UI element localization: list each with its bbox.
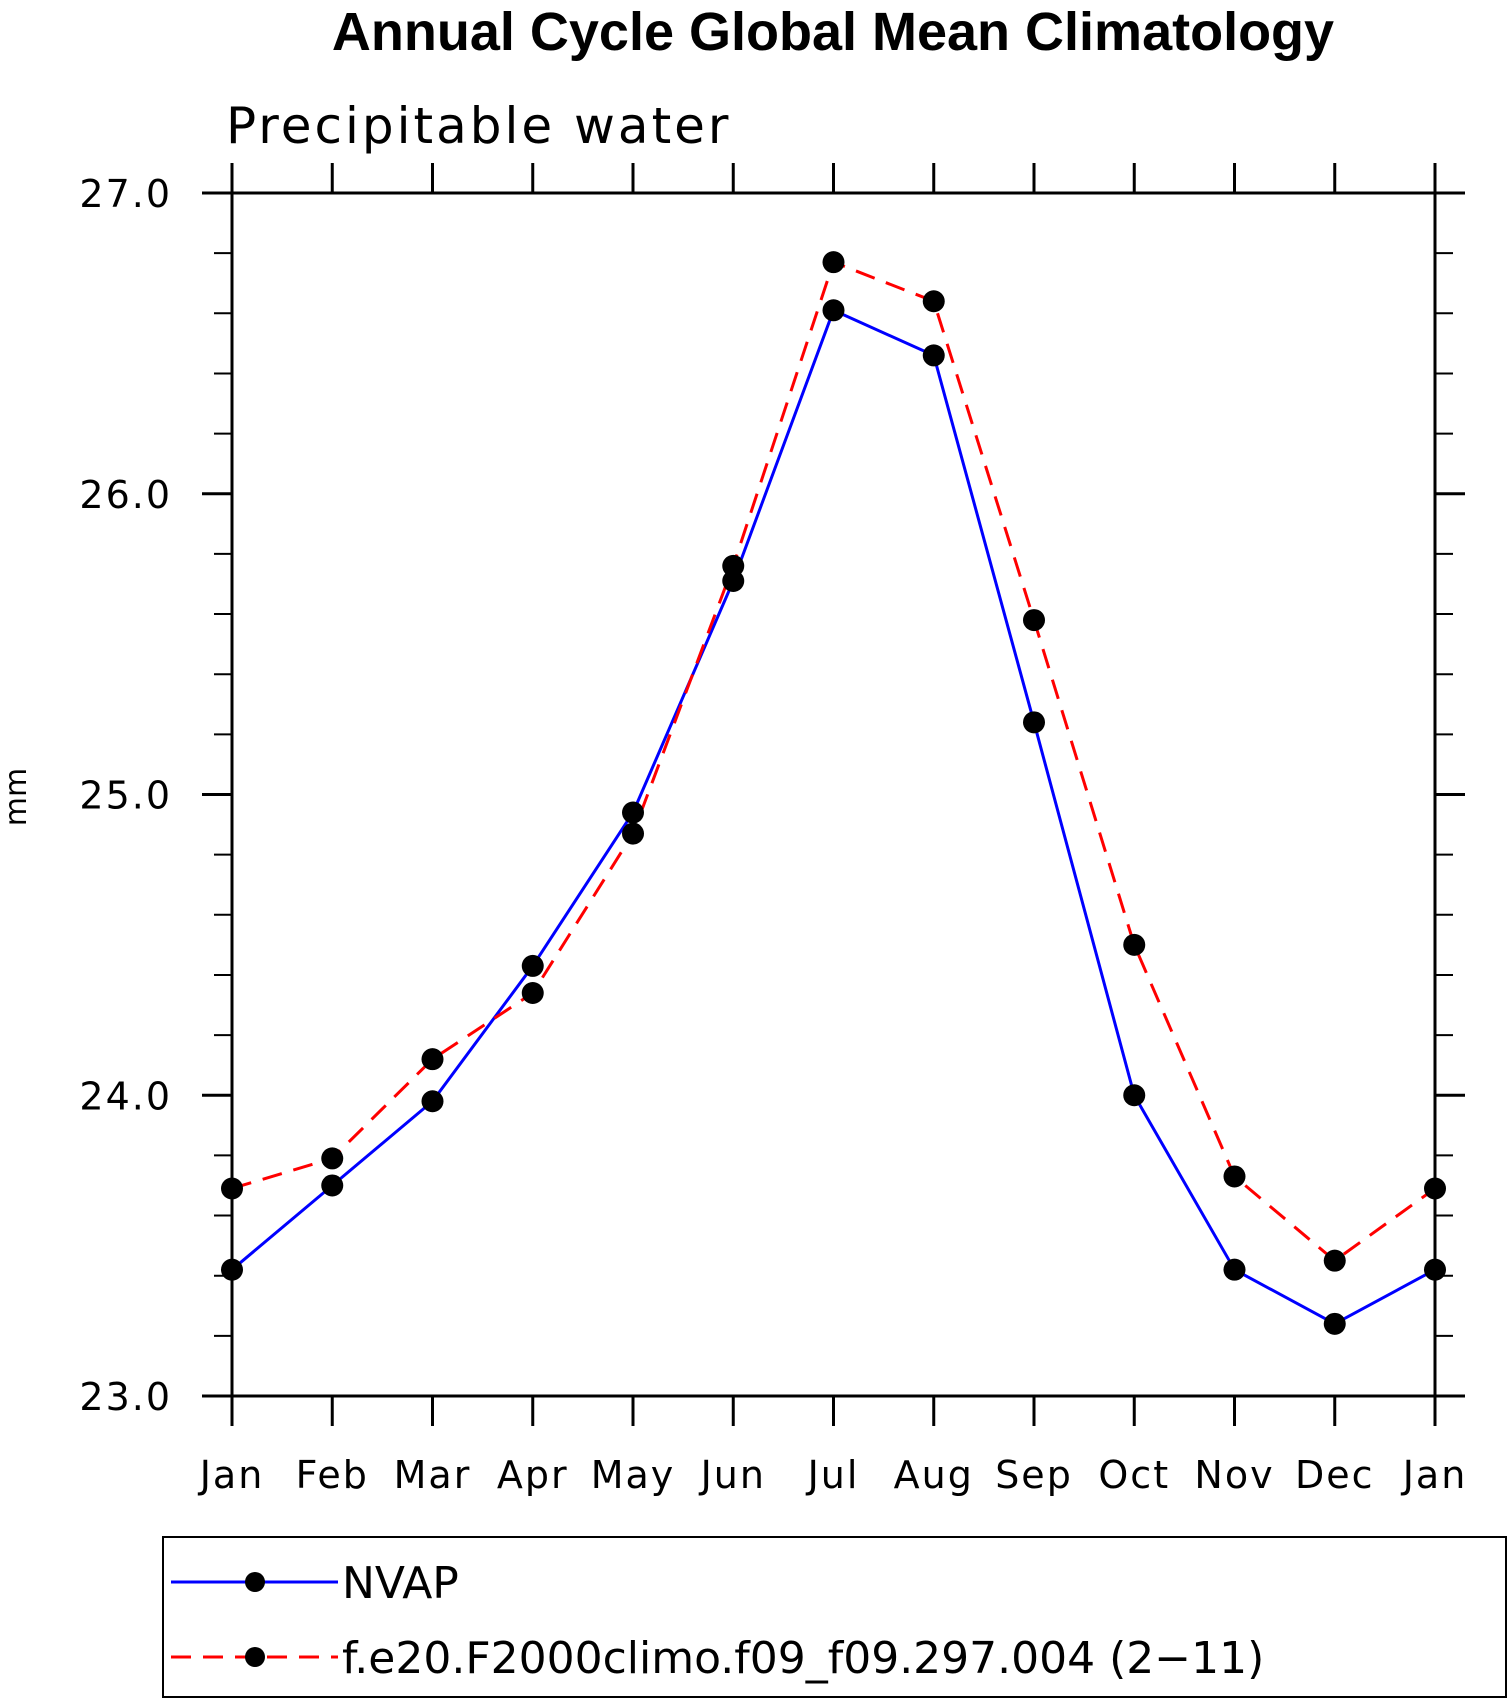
series-0-point — [1323, 1312, 1346, 1335]
chart-subtitle: Precipitable water — [226, 97, 732, 155]
x-tick-label: Feb — [296, 1453, 369, 1497]
y-tick-label: 26.0 — [79, 473, 172, 517]
x-tick-label: Jan — [198, 1453, 265, 1497]
y-tick-label: 25.0 — [79, 774, 172, 818]
series-1-point — [521, 981, 544, 1004]
series-0-point — [1223, 1258, 1246, 1281]
x-tick-label: Dec — [1295, 1453, 1375, 1497]
y-tick-label: 23.0 — [79, 1375, 172, 1419]
x-tick-label: Sep — [995, 1453, 1073, 1497]
legend-label-nvap: NVAP — [342, 1558, 459, 1609]
series-0-point — [1424, 1258, 1446, 1281]
legend: NVAP f.e20.F2000climo.f09_f09.297.004 (2… — [162, 1536, 1507, 1698]
legend-marker-model — [245, 1647, 265, 1667]
y-tick-label: 27.0 — [79, 172, 172, 216]
x-tick-label: Aug — [894, 1453, 974, 1497]
series-0-point — [922, 344, 945, 367]
x-tick-label: Nov — [1194, 1453, 1274, 1497]
legend-marker-nvap — [245, 1572, 265, 1592]
series-1-point — [822, 251, 845, 274]
x-tick-labels: Jan Feb Mar Apr May Jun Jul Aug Sep Oct Nov Dec Jan — [198, 1453, 1468, 1497]
series-1-point — [622, 822, 644, 845]
x-tick-label: May — [591, 1453, 676, 1497]
x-tick-label: Jul — [806, 1453, 860, 1497]
series-1-point — [1223, 1165, 1246, 1188]
chart-title: Annual Cycle Global Mean Climatology — [332, 2, 1334, 62]
series-line-1 — [231, 260, 1436, 1263]
series-1-point — [722, 554, 745, 577]
series-1-point — [1424, 1177, 1446, 1200]
series-1-point — [1123, 933, 1146, 956]
x-tick-label: Apr — [497, 1453, 569, 1497]
series-line-0 — [231, 308, 1436, 1326]
series-0-point — [722, 569, 745, 592]
x-tick-label: Mar — [394, 1453, 472, 1497]
x-tick-label: Jun — [699, 1453, 766, 1497]
series-1-point — [922, 290, 945, 313]
series-1-point — [421, 1048, 444, 1071]
series-0-point — [221, 1258, 243, 1281]
series-0-point — [622, 801, 644, 824]
plot-frame — [230, 191, 1437, 1398]
series-0-point — [521, 954, 544, 977]
series-1-point — [321, 1147, 344, 1170]
series-0-point — [822, 299, 845, 322]
series-0-point — [321, 1174, 344, 1197]
series-0-point — [1123, 1084, 1146, 1107]
y-tick-labels: 23.0 24.0 25.0 26.0 27.0 — [79, 172, 172, 1419]
series-1-point — [1023, 609, 1045, 632]
series-1-point — [221, 1177, 243, 1200]
x-tick-label: Oct — [1098, 1453, 1170, 1497]
legend-box — [162, 1536, 1507, 1698]
series-0-point — [421, 1090, 444, 1113]
y-tick-label: 24.0 — [79, 1074, 172, 1118]
series-0-point — [1023, 711, 1045, 734]
y-axis-label: mm — [0, 768, 34, 826]
legend-label-model: f.e20.F2000climo.f09_f09.297.004 (2−11) — [342, 1633, 1264, 1684]
x-tick-label: Jan — [1401, 1453, 1468, 1497]
axis-ticks — [202, 163, 1465, 1426]
series-1-point — [1323, 1249, 1346, 1272]
series-layer — [221, 251, 1446, 1335]
